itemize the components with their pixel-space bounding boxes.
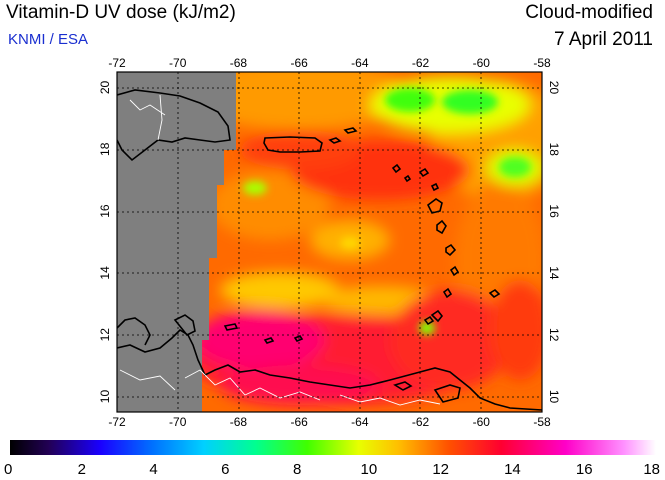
- graticule: [117, 72, 542, 412]
- colorbar-label: 16: [576, 461, 593, 478]
- lon-tick-label-bottom: -62: [412, 415, 430, 429]
- lon-tick-label-top: -68: [230, 56, 248, 70]
- lon-tick-label-bottom: -70: [169, 415, 187, 429]
- lon-tick-label-bottom: -60: [473, 415, 491, 429]
- lat-tick-label-right: 12: [547, 328, 561, 342]
- lat-tick-label-left: 10: [98, 390, 112, 404]
- country-borders: [119, 94, 441, 406]
- lon-tick-label-bottom: -58: [533, 415, 551, 429]
- lat-tick-label-left: 16: [98, 204, 112, 218]
- lon-tick-label-top: -64: [351, 56, 369, 70]
- colorbar-label: 10: [361, 461, 378, 478]
- lon-tick-label-top: -60: [473, 56, 491, 70]
- lon-tick-label-top: -70: [169, 56, 187, 70]
- lat-tick-label-right: 16: [547, 204, 561, 218]
- lon-tick-label-top: -72: [108, 56, 126, 70]
- uv-dose-field: [117, 72, 542, 412]
- lat-tick-label-left: 14: [98, 266, 112, 280]
- colorbar-label: 8: [293, 461, 301, 478]
- colorbar-label: 2: [78, 461, 86, 478]
- lon-tick-label-bottom: -66: [290, 415, 308, 429]
- lon-tick-label-top: -62: [412, 56, 430, 70]
- colorbar-label: 0: [4, 461, 12, 478]
- product-type: Cloud-modified: [525, 2, 653, 23]
- lon-tick-label-bottom: -64: [351, 415, 369, 429]
- lon-tick-label-top: -58: [533, 56, 551, 70]
- map-title: Vitamin-D UV dose (kJ/m2): [6, 2, 236, 23]
- lat-tick-label-right: 14: [547, 266, 561, 280]
- lon-tick-label-top: -66: [290, 56, 308, 70]
- coastlines: [117, 89, 542, 411]
- colorbar-label: 14: [504, 461, 521, 478]
- map-date: 7 April 2011: [554, 29, 653, 50]
- colorbar-label: 6: [221, 461, 229, 478]
- lat-tick-label-left: 18: [98, 142, 112, 156]
- lat-tick-label-left: 20: [98, 80, 112, 94]
- colorbar-label: 12: [432, 461, 449, 478]
- map-frame: [116, 71, 543, 413]
- lat-tick-label-left: 12: [98, 328, 112, 342]
- lon-tick-label-bottom: -72: [108, 415, 126, 429]
- lat-tick-label-right: 20: [547, 81, 561, 95]
- map-credit: KNMI / ESA: [8, 31, 89, 48]
- lon-tick-label-bottom: -68: [230, 415, 248, 429]
- lat-tick-label-right: 10: [547, 390, 561, 404]
- lat-tick-label-right: 18: [547, 143, 561, 157]
- colorbar-label: 18: [643, 461, 660, 478]
- colorbar-label: 4: [149, 461, 157, 478]
- colorbar: [10, 440, 656, 455]
